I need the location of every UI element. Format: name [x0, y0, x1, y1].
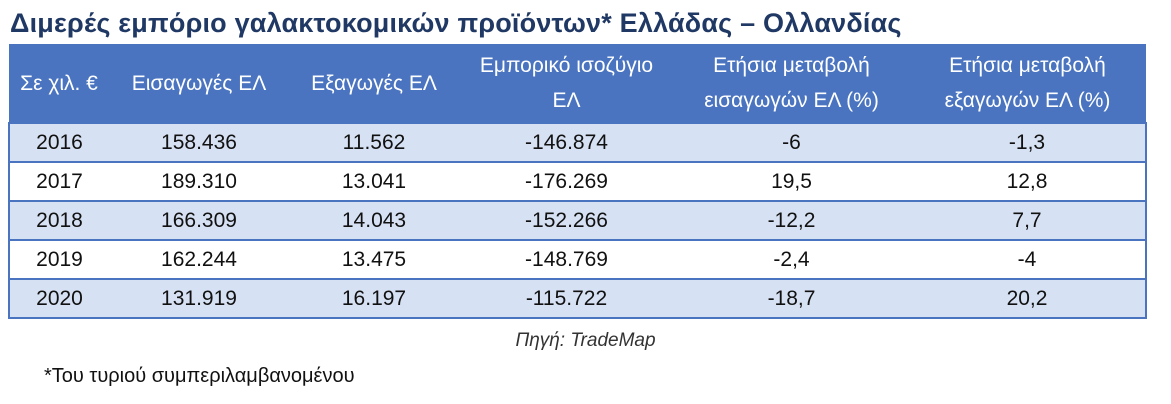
cell-balance: -152.266 [459, 200, 674, 241]
cell-year: 2019 [8, 239, 109, 280]
table-row: 2019 162.244 13.475 -148.769 -2,4 -4 [8, 239, 1147, 280]
table-header-row: Σε χιλ. € Εισαγωγές ΕΛ Εξαγωγές ΕΛ Εμπορ… [9, 44, 1146, 123]
table-row: 2016 158.436 11.562 -146.874 -6 -1,3 [8, 122, 1147, 163]
table-row: 2020 131.919 16.197 -115.722 -18,7 20,2 [8, 278, 1147, 319]
cell-year: 2016 [8, 122, 109, 163]
header-imports-change: Ετήσια μεταβολή εισαγωγών ΕΛ (%) [674, 44, 909, 123]
cell-balance: -115.722 [459, 278, 674, 319]
cell-year: 2020 [8, 278, 109, 319]
cell-exports-change: -4 [909, 239, 1147, 280]
table-row: 2018 166.309 14.043 -152.266 -12,2 7,7 [8, 200, 1147, 241]
cell-imports: 162.244 [109, 239, 289, 280]
cell-exports-change: 12,8 [909, 161, 1147, 202]
cell-exports-change: 20,2 [909, 278, 1147, 319]
cell-imports: 158.436 [109, 122, 289, 163]
cell-exports: 16.197 [289, 278, 459, 319]
cell-year: 2018 [8, 200, 109, 241]
cell-exports: 13.475 [289, 239, 459, 280]
cell-imports: 166.309 [109, 200, 289, 241]
cell-exports: 13.041 [289, 161, 459, 202]
header-exports: Εξαγωγές ΕΛ [289, 44, 459, 123]
header-balance: Εμπορικό ισοζύγιο ΕΛ [459, 44, 674, 123]
cell-year: 2017 [8, 161, 109, 202]
header-exports-change: Ετήσια μεταβολή εξαγωγών ΕΛ (%) [909, 44, 1146, 123]
footnote: *Του τυριού συμπεριλαμβανομένου [44, 365, 355, 387]
cell-exports-change: 7,7 [909, 200, 1147, 241]
cell-imports: 189.310 [109, 161, 289, 202]
cell-balance: -148.769 [459, 239, 674, 280]
source-note: Πηγή: TradeMap [515, 330, 656, 351]
cell-balance: -176.269 [459, 161, 674, 202]
header-unit: Σε χιλ. € [9, 44, 109, 123]
cell-imports-change: 19,5 [674, 161, 909, 202]
cell-exports: 14.043 [289, 200, 459, 241]
header-imports: Εισαγωγές ΕΛ [109, 44, 289, 123]
trade-table: Σε χιλ. € Εισαγωγές ΕΛ Εξαγωγές ΕΛ Εμπορ… [8, 44, 1147, 319]
cell-imports-change: -18,7 [674, 278, 909, 319]
cell-balance: -146.874 [459, 122, 674, 163]
cell-exports: 11.562 [289, 122, 459, 163]
cell-imports-change: -12,2 [674, 200, 909, 241]
table-row: 2017 189.310 13.041 -176.269 19,5 12,8 [8, 161, 1147, 202]
cell-exports-change: -1,3 [909, 122, 1147, 163]
cell-imports: 131.919 [109, 278, 289, 319]
cell-imports-change: -6 [674, 122, 909, 163]
cell-imports-change: -2,4 [674, 239, 909, 280]
page-title: Διμερές εμπόριο γαλακτοκομικών προϊόντων… [10, 8, 902, 38]
